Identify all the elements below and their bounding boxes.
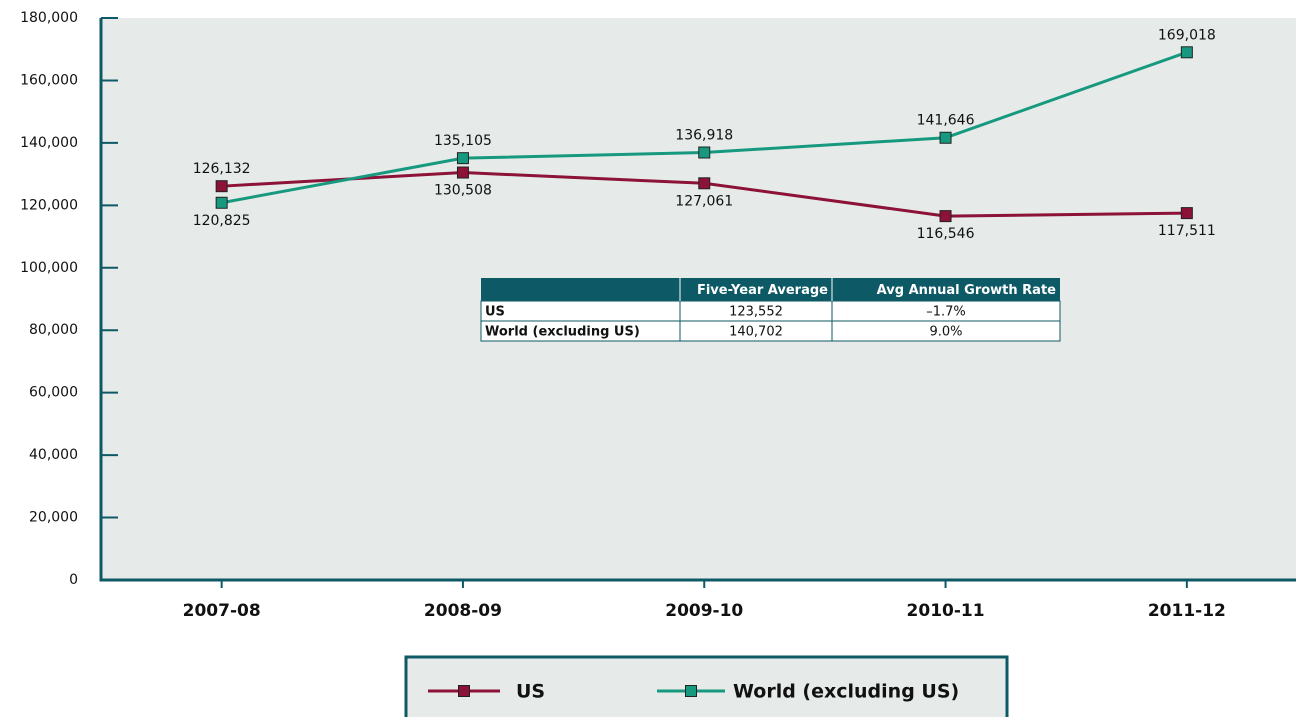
- y-tick-label: 140,000: [20, 135, 78, 151]
- y-tick-label: 40,000: [29, 447, 78, 463]
- x-tick-label: 2007-08: [183, 601, 261, 621]
- data-label: 169,018: [1158, 27, 1216, 43]
- table-row-label: US: [485, 305, 505, 320]
- point-marker: [1180, 46, 1193, 59]
- data-label: 127,061: [675, 193, 733, 209]
- data-label: 136,918: [675, 128, 733, 144]
- data-label: 126,132: [193, 161, 251, 177]
- legend-marker: [458, 685, 470, 697]
- table-cell: –1.7%: [926, 305, 966, 320]
- point-marker: [939, 131, 952, 144]
- y-tick-label: 60,000: [29, 385, 78, 401]
- table-cell: 9.0%: [929, 325, 962, 340]
- y-tick-label: 120,000: [20, 197, 78, 213]
- table-cell: 140,702: [729, 325, 783, 340]
- data-label: 116,546: [917, 226, 975, 242]
- data-label: 141,646: [917, 113, 975, 129]
- table-column-header: Five-Year Average: [697, 283, 828, 298]
- data-label: 120,825: [193, 213, 251, 229]
- y-tick-label: 0: [69, 572, 78, 588]
- y-tick-label: 160,000: [20, 72, 78, 88]
- legend-label: World (excluding US): [733, 681, 959, 703]
- point-marker: [698, 177, 711, 190]
- table-row-label: World (excluding US): [485, 325, 640, 340]
- y-tick-label: 20,000: [29, 510, 78, 526]
- y-tick-label: 100,000: [20, 260, 78, 276]
- table-cell: 123,552: [729, 305, 783, 320]
- legend-marker: [685, 685, 697, 697]
- x-tick-label: 2011-12: [1148, 601, 1226, 621]
- point-marker: [215, 196, 228, 209]
- point-marker: [1180, 207, 1193, 220]
- point-marker: [939, 210, 952, 223]
- data-label: 117,511: [1158, 223, 1216, 239]
- table-column-header: Avg Annual Growth Rate: [877, 283, 1056, 298]
- data-label: 130,508: [434, 183, 492, 199]
- point-marker: [215, 180, 228, 193]
- table-header: [481, 278, 1060, 301]
- data-label: 135,105: [434, 133, 492, 149]
- point-marker: [456, 152, 469, 165]
- y-tick-label: 180,000: [20, 10, 78, 26]
- legend-label: US: [516, 681, 545, 703]
- legend-box: [404, 655, 1009, 717]
- y-tick-label: 80,000: [29, 322, 78, 338]
- point-marker: [698, 146, 711, 159]
- x-tick-label: 2008-09: [424, 601, 502, 621]
- x-tick-label: 2009-10: [665, 601, 743, 621]
- point-marker: [456, 166, 469, 179]
- x-tick-label: 2010-11: [907, 601, 985, 621]
